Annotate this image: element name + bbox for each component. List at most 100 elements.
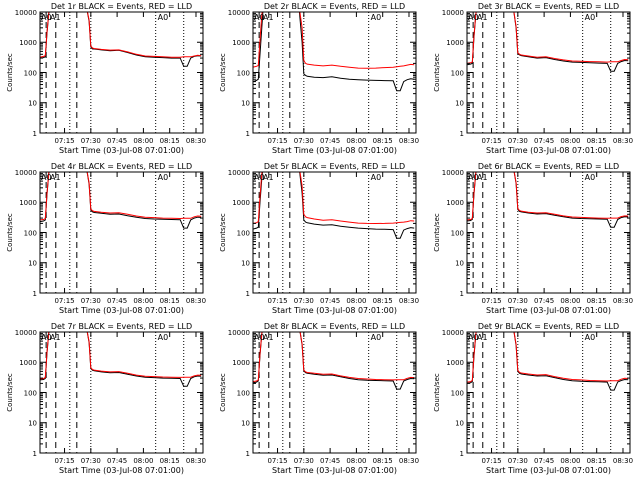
chart-title: Det 6r BLACK = Events, RED = LLD <box>477 162 618 171</box>
x-tick-label: 08:30 <box>186 137 206 145</box>
attenuator-label-out: A0 <box>584 173 595 182</box>
series-lld-line <box>39 332 202 380</box>
series-lld-line <box>466 12 628 64</box>
y-tick-label: 10000 <box>441 9 463 17</box>
chart-title: Det 3r BLACK = Events, RED = LLD <box>477 2 618 11</box>
chart-title: Det 9r BLACK = Events, RED = LLD <box>477 322 618 331</box>
attenuator-label-out: A0 <box>158 333 169 342</box>
x-tick-label: 08:00 <box>347 137 367 145</box>
attenuator-label-out: A0 <box>158 173 169 182</box>
y-tick-label: 1000 <box>19 199 37 207</box>
x-tick-label: 08:00 <box>133 137 153 145</box>
y-tick-label: 10 <box>241 100 250 108</box>
x-tick-label: 07:30 <box>81 297 101 305</box>
x-tick-label: 07:15 <box>54 297 74 305</box>
y-tick-label: 10 <box>455 260 464 268</box>
x-axis-label: Start Time (03-Jul-08 07:01:00) <box>486 146 611 155</box>
attenuator-label-out: A0 <box>584 13 595 22</box>
series-lld-line <box>39 12 202 58</box>
y-tick-label: 10000 <box>15 9 37 17</box>
attenuator-label-out: A0 <box>371 13 382 22</box>
y-tick-label: 100 <box>24 70 37 78</box>
y-tick-label: 100 <box>237 390 250 398</box>
x-tick-label: 08:15 <box>373 457 393 465</box>
attenuator-label-in: A1 <box>263 333 274 342</box>
y-axis-label: Counts/sec <box>219 213 227 252</box>
x-tick-label: 08:15 <box>586 457 606 465</box>
x-axis-label: Start Time (03-Jul-08 07:01:00) <box>59 146 184 155</box>
series-lld-line <box>253 332 415 383</box>
detector-chart: Det 8r BLACK = Events, RED = LLD 1 10 100 10… <box>219 322 419 475</box>
plot-area <box>39 172 202 229</box>
detector-chart: Det 5r BLACK = Events, RED = LLD 1 10 100 10… <box>219 162 419 315</box>
series-events-line <box>253 12 415 92</box>
x-tick-label: 07:30 <box>507 297 527 305</box>
x-axis-label: Start Time (03-Jul-08 07:01:00) <box>272 306 397 315</box>
attenuator-label-start: A0 <box>468 333 479 342</box>
x-tick-label: 08:30 <box>613 297 633 305</box>
x-tick-label: 08:00 <box>133 297 153 305</box>
x-tick-label: 08:15 <box>586 137 606 145</box>
plot-frame <box>39 11 204 134</box>
x-axis-label: Start Time (03-Jul-08 07:01:00) <box>486 466 611 475</box>
attenuator-label-in: A1 <box>50 333 61 342</box>
detector-chart: Det 3r BLACK = Events, RED = LLD 1 10 100 10… <box>433 2 633 155</box>
y-tick-label: 10000 <box>15 329 37 337</box>
y-axis-label: Counts/sec <box>6 213 14 252</box>
y-tick-label: 1 <box>246 130 250 138</box>
x-axis-label: Start Time (03-Jul-08 07:01:00) <box>59 306 184 315</box>
plot-area <box>253 332 415 390</box>
series-lld-line <box>253 12 415 69</box>
plot-area <box>39 332 202 387</box>
x-tick-label: 07:15 <box>268 457 288 465</box>
y-tick-label: 10000 <box>228 329 250 337</box>
y-tick-label: 10 <box>241 420 250 428</box>
y-tick-label: 1 <box>246 290 250 298</box>
plot-area <box>466 332 628 391</box>
chart-title: Det 2r BLACK = Events, RED = LLD <box>264 2 405 11</box>
x-tick-label: 07:30 <box>81 137 101 145</box>
attenuator-label-start: A0 <box>41 333 52 342</box>
attenuator-label-in: A1 <box>263 173 274 182</box>
attenuator-label-in: A1 <box>50 13 61 22</box>
detector-chart: Det 6r BLACK = Events, RED = LLD 1 10 100 10… <box>433 162 633 315</box>
x-axis-label: Start Time (03-Jul-08 07:01:00) <box>59 466 184 475</box>
y-tick-label: 10 <box>28 260 37 268</box>
y-tick-label: 100 <box>237 70 250 78</box>
y-tick-label: 1000 <box>233 39 251 47</box>
detector-chart: Det 9r BLACK = Events, RED = LLD 1 10 100 10… <box>433 322 633 475</box>
x-tick-label: 07:45 <box>534 137 554 145</box>
y-axis-label: Counts/sec <box>433 53 441 92</box>
chart-title: Det 7r BLACK = Events, RED = LLD <box>51 322 192 331</box>
plot-frame <box>466 11 631 134</box>
x-tick-label: 07:30 <box>294 457 314 465</box>
plot-area <box>253 12 415 92</box>
plot-frame <box>466 331 631 454</box>
x-tick-label: 08:15 <box>160 137 180 145</box>
x-tick-label: 08:00 <box>347 297 367 305</box>
x-tick-label: 08:00 <box>560 137 580 145</box>
y-tick-label: 10 <box>241 260 250 268</box>
plot-area <box>466 172 628 228</box>
x-tick-label: 07:15 <box>268 137 288 145</box>
attenuator-label-in: A1 <box>263 13 274 22</box>
x-tick-label: 07:45 <box>320 297 340 305</box>
chart-title: Det 5r BLACK = Events, RED = LLD <box>264 162 405 171</box>
x-tick-label: 08:30 <box>186 457 206 465</box>
y-tick-label: 10 <box>28 100 37 108</box>
plot-area <box>39 12 202 67</box>
y-tick-label: 1 <box>246 450 250 458</box>
x-tick-label: 08:00 <box>133 457 153 465</box>
y-tick-label: 10 <box>28 420 37 428</box>
x-tick-label: 07:15 <box>481 297 501 305</box>
x-axis-label: Start Time (03-Jul-08 07:01:00) <box>486 306 611 315</box>
plot-frame <box>252 171 417 294</box>
x-tick-label: 08:15 <box>373 297 393 305</box>
attenuator-label-out: A0 <box>584 333 595 342</box>
series-lld-line <box>39 172 202 221</box>
plot-frame <box>252 11 417 134</box>
y-tick-label: 1 <box>459 450 463 458</box>
y-axis-label: Counts/sec <box>219 373 227 412</box>
x-tick-label: 07:15 <box>481 137 501 145</box>
